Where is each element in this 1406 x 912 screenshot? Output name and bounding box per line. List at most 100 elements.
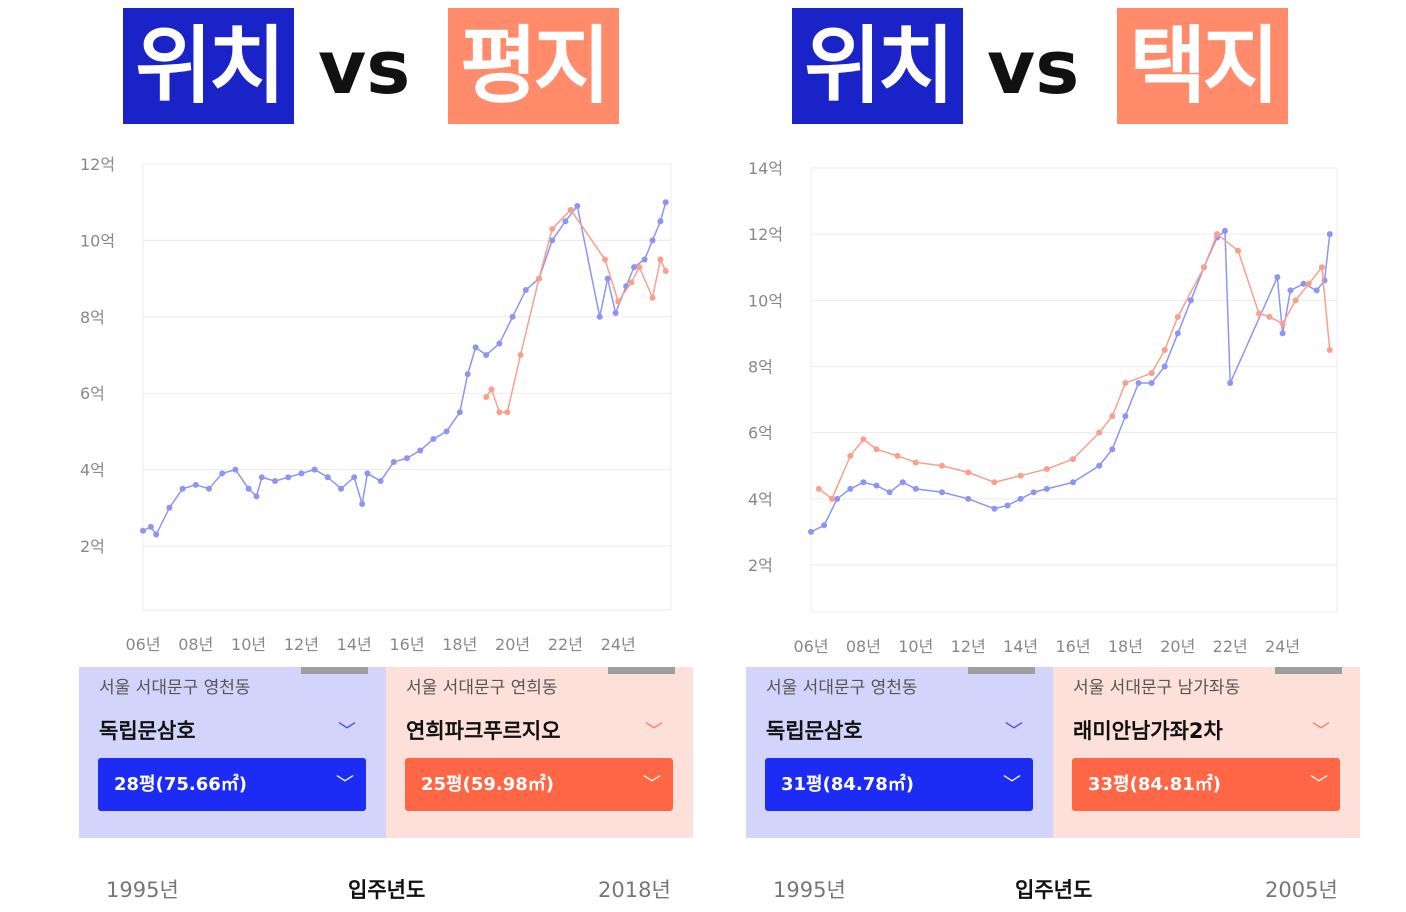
series-line [142, 202, 667, 537]
data-point [886, 489, 893, 496]
data-point [1148, 370, 1155, 377]
data-point [965, 469, 972, 476]
data-point [253, 493, 260, 500]
size-dropdown[interactable]: 33평(84.81㎡) ﹀ [1072, 758, 1340, 811]
data-point [1043, 485, 1050, 492]
x-tick-label: 14년 [1003, 637, 1038, 656]
chevron-down-icon[interactable]: ﹀ [1005, 721, 1023, 742]
size-dropdown[interactable]: 31평(84.78㎡) ﹀ [765, 758, 1033, 811]
data-point [1109, 413, 1116, 420]
price-chart-2: 2억 4억 6억 8억 10억 12억 14억 06년 08년 10년 12년 14년 16년 18년 20… [748, 159, 1338, 656]
address: 서울 서대문구 영천동 [99, 678, 251, 698]
chevron-down-icon: ﹀ [1310, 774, 1328, 795]
data-point [1148, 380, 1155, 387]
tab-handle[interactable] [301, 667, 368, 674]
data-point [1070, 479, 1076, 486]
data-point [562, 218, 569, 225]
data-point [390, 458, 397, 465]
chevron-down-icon[interactable]: ﹀ [338, 721, 356, 742]
data-point [602, 256, 608, 263]
title-location: 위치 [792, 8, 963, 124]
data-point [522, 287, 529, 294]
data-point [912, 459, 919, 466]
x-tick-label: 12년 [284, 635, 319, 654]
x-tick-label: 22년 [1213, 637, 1248, 656]
data-point [1256, 310, 1263, 317]
data-point [464, 371, 471, 378]
data-point [272, 478, 278, 485]
apartment-dropdown[interactable]: 독립문삼호 [99, 719, 196, 743]
tab-handle[interactable] [968, 667, 1035, 674]
data-point [311, 466, 318, 473]
tab-handle[interactable] [608, 667, 675, 674]
y-tick-label: 4억 [748, 490, 773, 509]
data-point [324, 474, 331, 481]
data-point [899, 479, 906, 486]
data-point [417, 447, 424, 454]
data-point [496, 340, 503, 347]
title-housing-site: 택지 [1117, 8, 1288, 124]
data-point [1214, 231, 1221, 238]
data-point [873, 482, 880, 489]
data-point [1187, 297, 1194, 304]
data-point [488, 386, 495, 393]
data-point [1274, 274, 1281, 281]
data-point [377, 478, 384, 485]
data-point [662, 199, 669, 206]
data-point [504, 409, 511, 416]
move-in-year-left: 1995년 [106, 878, 179, 902]
move-in-year-left: 1995년 [773, 878, 846, 902]
x-tick-label: 24년 [1265, 637, 1300, 656]
x-tick-label: 16년 [1055, 637, 1090, 656]
data-point [298, 470, 305, 477]
data-point [1292, 297, 1299, 304]
apartment-selector-left: 서울 서대문구 영천동 독립문삼호 ﹀ 28평(75.66㎡) ﹀ [79, 667, 386, 838]
size-value: 28평(75.66㎡) [114, 774, 247, 795]
data-point [1122, 380, 1129, 387]
data-point [1161, 346, 1168, 353]
chevron-down-icon: ﹀ [336, 774, 354, 795]
data-point [430, 436, 437, 443]
x-tick-label: 08년 [178, 635, 213, 654]
chevron-down-icon[interactable]: ﹀ [645, 721, 663, 742]
x-tick-label: 12년 [951, 637, 986, 656]
apartment-dropdown[interactable]: 독립문삼호 [766, 719, 863, 743]
title-location: 위치 [123, 8, 294, 124]
x-tick-label: 20년 [1160, 637, 1195, 656]
apartment-dropdown[interactable]: 래미안남가좌2차 [1073, 719, 1223, 743]
data-point [285, 474, 292, 481]
data-point [456, 409, 463, 416]
data-point [206, 485, 212, 492]
data-point [828, 495, 835, 502]
move-in-label: 입주년도 [1015, 878, 1093, 902]
data-point [153, 531, 160, 538]
data-point [1096, 429, 1103, 436]
data-point [567, 206, 574, 213]
data-point [860, 479, 867, 486]
data-point [574, 203, 581, 210]
data-point [1305, 280, 1312, 287]
x-tick-label: 06년 [793, 637, 828, 656]
y-tick-label: 2억 [80, 537, 105, 556]
size-value: 31평(84.78㎡) [781, 774, 914, 795]
x-tick-label: 18년 [442, 635, 477, 654]
data-point [636, 264, 643, 271]
data-point [140, 527, 146, 534]
data-point [604, 275, 611, 282]
x-tick-label: 20년 [495, 635, 530, 654]
y-tick-label: 6억 [748, 424, 773, 443]
apartment-dropdown[interactable]: 연희파크푸르지오 [406, 719, 561, 743]
data-point [443, 428, 450, 435]
move-in-year-right: 2005년 [1265, 878, 1338, 902]
x-tick-label: 22년 [548, 635, 583, 654]
size-dropdown[interactable]: 28평(75.66㎡) ﹀ [98, 758, 366, 811]
address: 서울 서대문구 영천동 [766, 678, 918, 698]
tab-handle[interactable] [1275, 667, 1342, 674]
data-point [1266, 313, 1273, 320]
apartment-selector-right: 서울 서대문구 남가좌동 래미안남가좌2차 ﹀ 33평(84.81㎡) ﹀ [1053, 667, 1360, 838]
size-dropdown[interactable]: 25평(59.98㎡) ﹀ [405, 758, 673, 811]
data-point [472, 344, 479, 351]
data-point [536, 275, 542, 282]
data-point [631, 264, 638, 271]
chevron-down-icon[interactable]: ﹀ [1312, 721, 1330, 742]
